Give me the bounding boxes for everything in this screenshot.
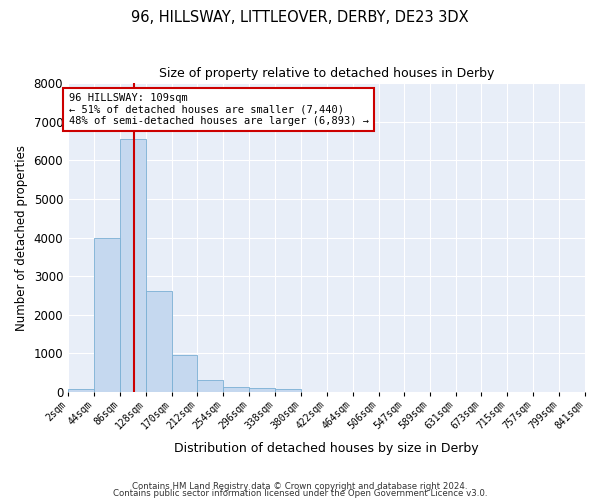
Text: 96, HILLSWAY, LITTLEOVER, DERBY, DE23 3DX: 96, HILLSWAY, LITTLEOVER, DERBY, DE23 3D… — [131, 10, 469, 25]
Bar — [249, 388, 275, 392]
Bar — [275, 389, 301, 392]
Bar — [146, 291, 172, 392]
Bar — [172, 355, 197, 392]
Bar — [197, 380, 223, 392]
Bar — [94, 238, 120, 392]
Title: Size of property relative to detached houses in Derby: Size of property relative to detached ho… — [159, 68, 494, 80]
Bar — [68, 389, 94, 392]
Text: 96 HILLSWAY: 109sqm
← 51% of detached houses are smaller (7,440)
48% of semi-det: 96 HILLSWAY: 109sqm ← 51% of detached ho… — [68, 92, 368, 126]
Text: Contains HM Land Registry data © Crown copyright and database right 2024.: Contains HM Land Registry data © Crown c… — [132, 482, 468, 491]
Text: Contains public sector information licensed under the Open Government Licence v3: Contains public sector information licen… — [113, 490, 487, 498]
Bar — [120, 138, 146, 392]
X-axis label: Distribution of detached houses by size in Derby: Distribution of detached houses by size … — [174, 442, 479, 455]
Y-axis label: Number of detached properties: Number of detached properties — [15, 144, 28, 330]
Bar — [223, 388, 249, 392]
